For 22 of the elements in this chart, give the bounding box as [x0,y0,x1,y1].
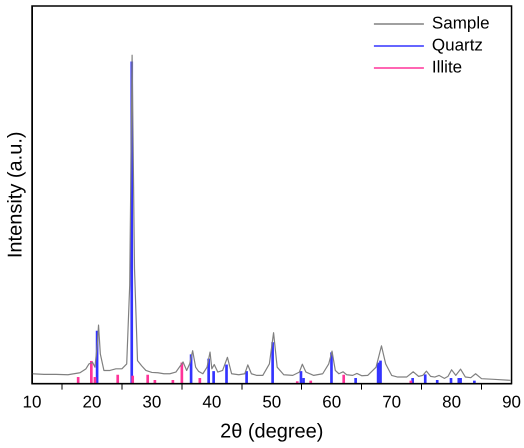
legend-label: Illite [432,58,462,77]
bar [146,374,150,384]
legend-label: Quartz [432,36,483,55]
legend-label: Sample [432,14,490,33]
x-tick-label: 70 [382,392,402,412]
x-tick-label: 30 [142,392,162,412]
x-tick-label: 40 [202,392,222,412]
x-tick-label: 90 [502,392,522,412]
x-tick-label: 80 [442,392,462,412]
bar [450,378,452,384]
bar [116,374,120,384]
y-axis-title: Intensity (a.u.) [4,131,27,258]
x-axis-title: 2θ (degree) [220,420,324,443]
bar [379,360,382,384]
x-tick-label: 10 [22,392,42,412]
bar [342,374,346,384]
x-tick-label: 50 [262,392,282,412]
x-tick-label: 60 [322,392,342,412]
bar [212,371,215,384]
bar [300,371,302,384]
bar [225,364,228,384]
x-tick-label: 20 [82,392,102,412]
